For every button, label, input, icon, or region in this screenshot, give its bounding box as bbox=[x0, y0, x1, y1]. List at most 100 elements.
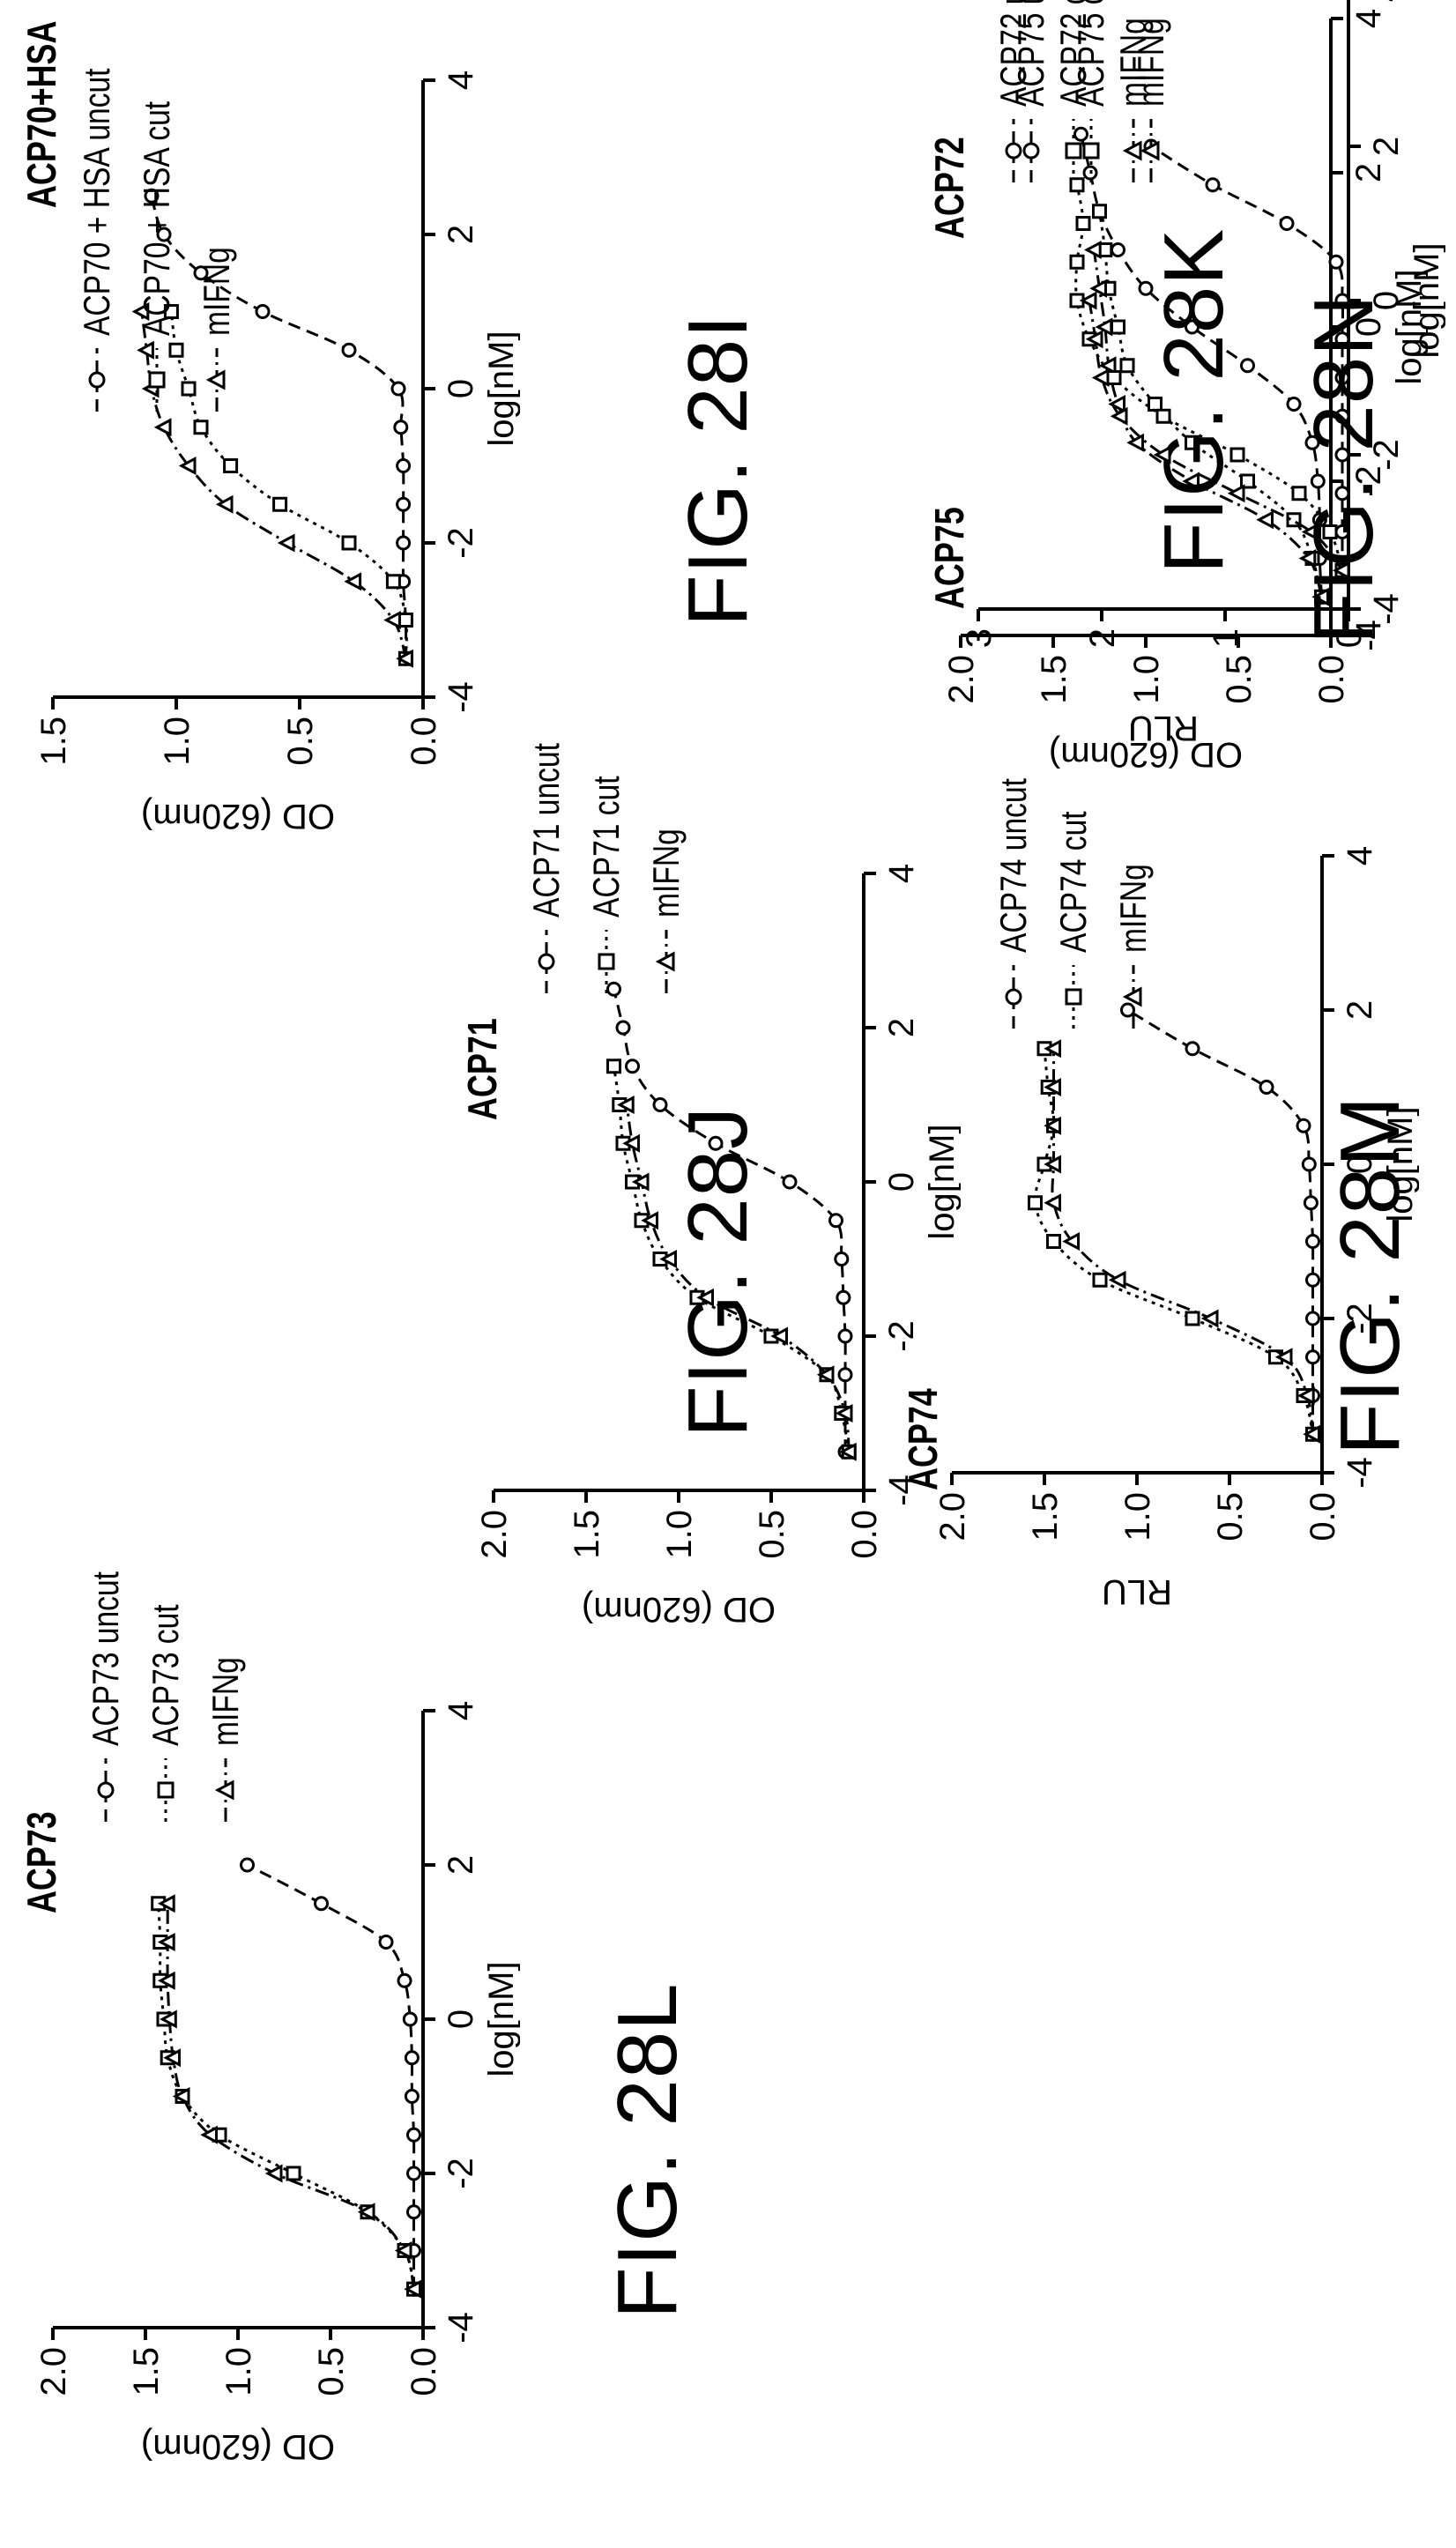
series-line bbox=[152, 196, 406, 658]
x-tick-label: 0 bbox=[442, 2009, 480, 2029]
square-data-point bbox=[287, 2167, 300, 2180]
circle-legend-marker bbox=[99, 1783, 113, 1797]
square-marker-icon bbox=[130, 345, 188, 415]
y-tick-label: 0.5 bbox=[281, 717, 320, 766]
circle-data-point bbox=[256, 306, 269, 318]
square-data-point bbox=[1048, 1236, 1060, 1248]
square-data-point bbox=[1157, 410, 1170, 422]
circle-data-point bbox=[343, 344, 355, 356]
y-tick-label: 2.0 bbox=[475, 1510, 514, 1559]
y-tick-label: 1.5 bbox=[127, 2347, 166, 2396]
square-marker-icon bbox=[580, 926, 637, 997]
y-tick-label: 3 bbox=[960, 628, 999, 648]
circle-data-point bbox=[839, 1330, 851, 1342]
circle-data-point bbox=[404, 2013, 416, 2025]
series-uncut bbox=[241, 1859, 420, 2295]
x-tick-label: 2 bbox=[1341, 1000, 1379, 1020]
circle-data-point bbox=[1304, 1197, 1317, 1209]
x-tick-label: 4 bbox=[1367, 0, 1406, 2]
circle-data-point bbox=[836, 1253, 848, 1266]
triangle-marker-icon bbox=[199, 1755, 256, 1825]
series-line bbox=[159, 1904, 414, 2290]
y-tick-label: 1.5 bbox=[34, 717, 73, 766]
y-tick-label: 2 bbox=[1083, 628, 1122, 648]
x-tick-label: 2 bbox=[882, 1018, 921, 1037]
figure-label: FIG. 28J bbox=[670, 1106, 767, 1437]
circle-data-point bbox=[1281, 218, 1293, 230]
circle-legend-marker bbox=[1007, 990, 1021, 1004]
triangle-marker-icon bbox=[1107, 962, 1164, 1032]
triangle-data-point bbox=[280, 536, 293, 550]
y-tick-label: 1.0 bbox=[158, 717, 197, 766]
triangle-data-point bbox=[1095, 371, 1108, 385]
x-axis-label: log[nM] bbox=[482, 331, 520, 446]
circle-data-point bbox=[241, 1859, 254, 1871]
triangle-data-point bbox=[1204, 1311, 1217, 1326]
circle-legend-marker bbox=[90, 373, 104, 387]
x-axis-label: log[nM] bbox=[482, 1961, 520, 2076]
x-tick-label: -4 bbox=[442, 2312, 480, 2344]
y-tick-label: 0.0 bbox=[845, 1510, 884, 1559]
y-tick-label: 1.0 bbox=[1118, 1492, 1157, 1541]
triangle-data-point bbox=[1111, 1273, 1125, 1287]
circle-data-point bbox=[617, 1021, 629, 1034]
x-tick-label: 2 bbox=[442, 225, 480, 244]
x-tick-label: -4 bbox=[1341, 1457, 1379, 1489]
circle-data-point bbox=[627, 1060, 639, 1073]
y-tick-label: 0.5 bbox=[312, 2347, 351, 2396]
square-data-point bbox=[399, 614, 412, 627]
circle-data-point bbox=[1307, 1312, 1319, 1325]
y-tick-label: 1 bbox=[1207, 628, 1245, 648]
square-data-point bbox=[1029, 1197, 1042, 1209]
x-tick-label: 0 bbox=[882, 1172, 921, 1192]
square-legend-marker bbox=[1084, 144, 1098, 158]
triangle-marker-icon bbox=[1125, 115, 1182, 186]
series-line bbox=[248, 1865, 414, 2289]
y-tick-label: 0.0 bbox=[405, 717, 443, 766]
y-tick-label: 2.0 bbox=[933, 1492, 972, 1541]
circle-data-point bbox=[408, 2206, 420, 2218]
circle-data-point bbox=[654, 1099, 666, 1111]
figure-label: FIG. 28L bbox=[599, 1983, 696, 2320]
x-tick-label: -2 bbox=[882, 1320, 921, 1352]
y-axis-label: RLU bbox=[1128, 709, 1199, 747]
circle-marker-icon bbox=[520, 926, 577, 997]
series-uncut bbox=[1122, 1004, 1319, 1440]
square-legend-marker bbox=[1066, 990, 1081, 1004]
circle-data-point bbox=[837, 1291, 850, 1304]
circle-data-point bbox=[397, 460, 410, 472]
circle-data-point bbox=[1307, 1236, 1319, 1248]
circle-data-point bbox=[1260, 1081, 1273, 1094]
circle-marker-icon bbox=[1005, 115, 1062, 186]
circle-data-point bbox=[1307, 1351, 1319, 1363]
x-tick-label: 4 bbox=[882, 864, 921, 883]
square-marker-icon bbox=[1065, 115, 1122, 186]
circle-data-point bbox=[395, 421, 407, 434]
circle-legend-marker bbox=[1024, 144, 1038, 158]
y-tick-label: 0.0 bbox=[1304, 1492, 1342, 1541]
y-tick-label: 1.5 bbox=[1026, 1492, 1065, 1541]
y-tick-label: 2.0 bbox=[34, 2347, 73, 2396]
triangle-marker-icon bbox=[640, 926, 697, 997]
circle-marker-icon bbox=[987, 962, 1044, 1032]
square-data-point bbox=[1186, 1312, 1199, 1325]
x-tick-label: 4 bbox=[442, 1701, 480, 1720]
circle-data-point bbox=[397, 537, 410, 549]
circle-data-point bbox=[398, 1974, 411, 1987]
circle-data-point bbox=[1186, 1043, 1199, 1055]
x-axis-label: log[nM] bbox=[1408, 242, 1445, 358]
x-tick-label: 0 bbox=[442, 379, 480, 398]
circle-data-point bbox=[1330, 256, 1342, 268]
square-marker-icon bbox=[139, 1755, 197, 1825]
circle-data-point bbox=[830, 1215, 843, 1227]
triangle-marker-icon bbox=[190, 345, 248, 415]
square-data-point bbox=[1108, 372, 1120, 384]
y-tick-label: 1.0 bbox=[219, 2347, 258, 2396]
x-tick-label: 4 bbox=[442, 71, 480, 90]
square-data-point bbox=[387, 576, 399, 588]
square-data-point bbox=[608, 1060, 620, 1073]
circle-legend-marker bbox=[539, 955, 553, 969]
x-tick-label: -2 bbox=[442, 2158, 480, 2189]
x-tick-label: 4 bbox=[1341, 846, 1379, 865]
